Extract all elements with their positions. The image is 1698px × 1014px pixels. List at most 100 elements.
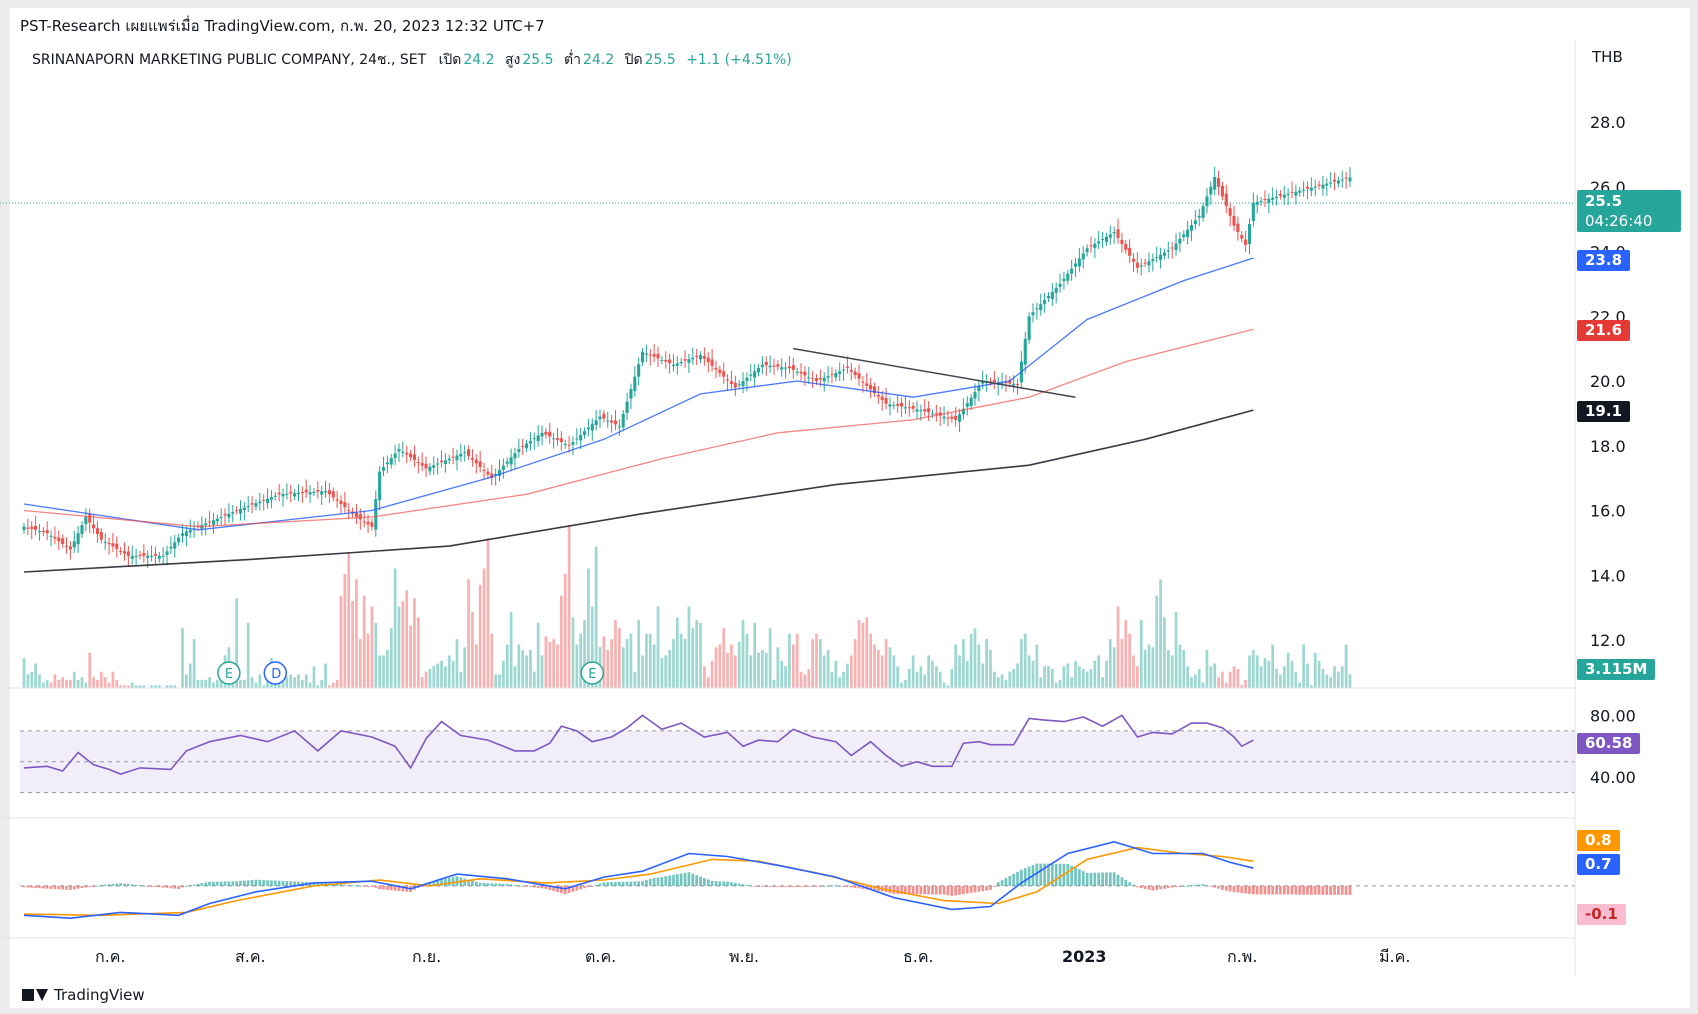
ma-slow-line [23, 409, 1254, 573]
volume-bar [1317, 660, 1321, 688]
macd-histogram-bar [977, 885, 981, 892]
volume-bar [977, 644, 981, 688]
macd-histogram-bar [1139, 885, 1143, 889]
candle-body [733, 382, 737, 388]
volume-bar [780, 660, 784, 688]
candle-body [865, 383, 869, 386]
macd-histogram-bar [811, 885, 814, 887]
volume-bar [1112, 647, 1116, 688]
candle-body [1271, 197, 1275, 200]
volume-bar [123, 685, 126, 688]
candle-body [1344, 177, 1348, 179]
ma-mid-line [23, 328, 1254, 528]
macd-histogram-bar [447, 877, 451, 886]
volume-bar [1251, 649, 1255, 688]
candle-body [907, 407, 911, 409]
candle-body [358, 514, 362, 520]
candle-body [215, 518, 219, 522]
macd-histogram-bar [188, 885, 192, 887]
macd-histogram-bar [1251, 885, 1255, 895]
macd-histogram-bar [420, 885, 424, 887]
macd-histogram-bar [123, 883, 126, 886]
volume-bar [726, 652, 729, 688]
macd-histogram-bar [772, 885, 776, 887]
candle-body [1332, 179, 1337, 182]
volume-bar [548, 641, 552, 688]
candle-body [532, 438, 536, 440]
volume-bar [99, 671, 103, 688]
volume-bar [958, 655, 961, 688]
macd-histogram-bar [1190, 885, 1193, 887]
candle-body [196, 525, 200, 527]
volume-bar [26, 674, 30, 688]
volume-bar [560, 595, 563, 688]
volume-bar [1201, 682, 1205, 688]
macd-histogram-bar [1108, 872, 1112, 886]
chart-frame [10, 8, 1690, 1008]
macd-histogram-bar [1128, 882, 1131, 886]
macd-histogram-bar [389, 885, 393, 891]
macd-histogram-bar [737, 883, 741, 886]
event-marker-label: D [271, 667, 281, 682]
macd-histogram-bar [339, 884, 343, 886]
time-axis-label: ส.ค. [235, 947, 266, 966]
macd-hist-tag: -0.1 [1577, 904, 1626, 925]
macd-histogram-bar [463, 878, 467, 886]
candle-body [1035, 308, 1039, 310]
volume-bar [72, 671, 76, 688]
candle-body [540, 432, 544, 437]
candle-body [702, 356, 706, 359]
candle-body [1236, 223, 1240, 233]
candle-body [1004, 381, 1008, 384]
volume-bar [877, 649, 880, 688]
candle-body [1302, 189, 1306, 191]
volume-bar [1143, 649, 1147, 688]
volume-bar [826, 649, 830, 688]
volume-bar [1012, 668, 1016, 688]
candle-body [927, 408, 931, 413]
macd-histogram-bar [474, 881, 478, 886]
candle-body [1220, 185, 1224, 197]
macd-histogram-bar [223, 881, 227, 886]
publish-header: PST-Research เผยแพร่เมื่อ TradingView.co… [20, 17, 545, 35]
macd-histogram-bar [672, 874, 675, 886]
macd-histogram-bar [204, 882, 208, 886]
candle-body [892, 405, 896, 407]
candle-body [1143, 262, 1147, 264]
candle-body [965, 403, 969, 407]
volume-bar [590, 606, 594, 688]
volume-bar [1244, 679, 1247, 688]
volume-bar [41, 682, 45, 688]
macd-histogram-bar [30, 885, 34, 888]
volume-bar [1163, 617, 1166, 688]
macd-histogram-bar [362, 885, 366, 887]
candle-body [1209, 186, 1213, 195]
volume-bar [1298, 682, 1302, 688]
candle-body [486, 471, 490, 475]
candle-body [760, 364, 764, 368]
candle-body [513, 453, 517, 459]
candle-body [780, 367, 784, 370]
candle-body [617, 426, 621, 428]
volume-bar [1205, 649, 1209, 688]
macd-histogram-bar [281, 880, 285, 886]
macd-histogram-bar [965, 885, 969, 894]
macd-histogram-bar [1066, 863, 1070, 886]
candle-body [331, 491, 335, 498]
volume-bar [1116, 606, 1120, 688]
macd-histogram-bar [563, 885, 567, 895]
volume-bar [757, 652, 760, 688]
candle-body [1201, 206, 1205, 218]
candle-body [629, 389, 633, 399]
volume-bar [88, 652, 92, 688]
volume-bar [1139, 620, 1143, 688]
candle-body [53, 536, 57, 539]
macd-histogram-bar [722, 881, 726, 886]
volume-bar [819, 639, 822, 688]
volume-bar [950, 668, 954, 688]
time-axis-label: ก.ค. [95, 947, 126, 966]
volume-bar [942, 682, 946, 688]
tradingview-brand[interactable]: TradingView [22, 986, 145, 1004]
macd-histogram-bar [718, 881, 722, 886]
